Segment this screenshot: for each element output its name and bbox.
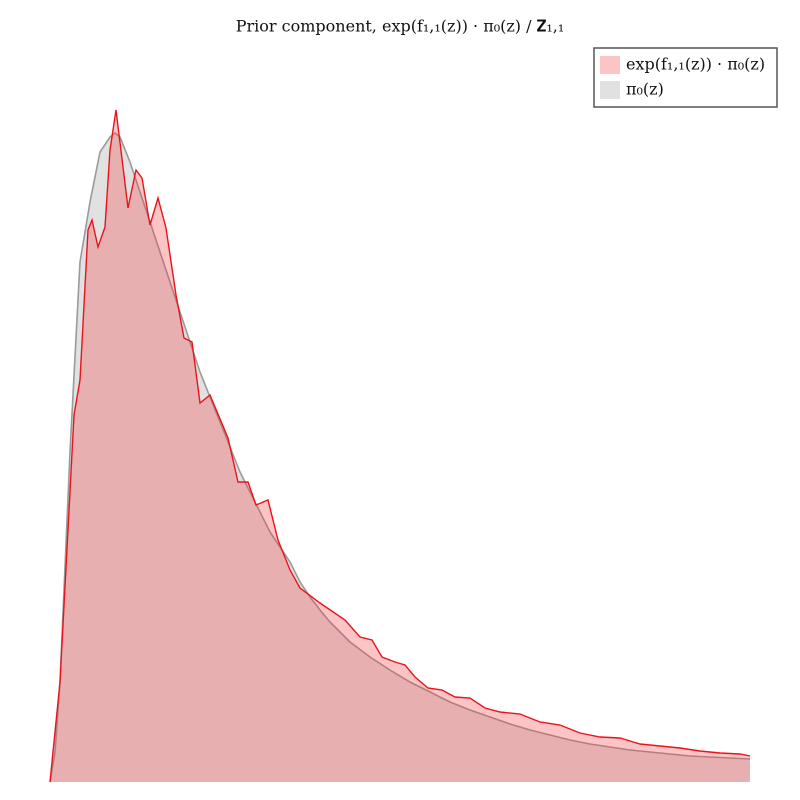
legend-swatch xyxy=(600,81,620,99)
legend-swatch xyxy=(600,56,620,74)
area-line xyxy=(49,131,751,783)
chart-title: Prior component, exp(f₁,₁(z)) · π₀(z) / … xyxy=(236,17,565,36)
area-fill xyxy=(50,110,750,782)
area-line xyxy=(49,109,751,783)
area-fill xyxy=(50,133,750,782)
legend-label: exp(f₁,₁(z)) · π₀(z) xyxy=(626,55,765,74)
plot-area xyxy=(49,109,751,783)
legend-box xyxy=(593,47,778,108)
legend: exp(f₁,₁(z)) · π₀(z) π₀(z) xyxy=(600,55,765,99)
legend-label: π₀(z) xyxy=(626,80,664,99)
